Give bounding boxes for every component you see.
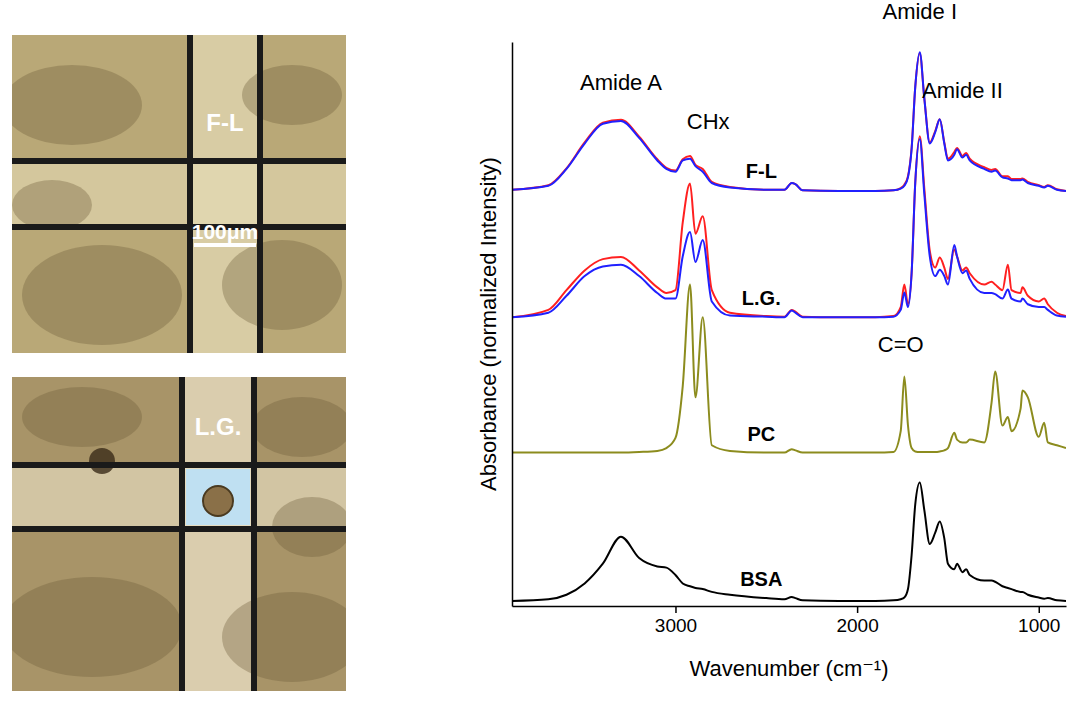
band-annotation: Amide A — [580, 70, 662, 95]
x-tick-label: 3000 — [655, 615, 697, 636]
grid-bar — [187, 35, 193, 353]
x-tick: 2000 — [836, 606, 878, 636]
spectrum-line — [512, 482, 1066, 600]
spectrum-line — [512, 52, 1066, 191]
micrograph — [12, 377, 346, 691]
series-label: PC — [747, 423, 775, 445]
texture — [222, 592, 346, 682]
x-tick-label: 1000 — [1018, 615, 1060, 636]
scale-bar-label: 100μm — [192, 220, 259, 243]
grid-bar — [12, 224, 346, 230]
droplet — [203, 486, 233, 516]
x-tick-mark — [857, 606, 859, 613]
texture — [12, 180, 92, 230]
series-label: F-L — [746, 160, 777, 182]
micrograph-label: L.G. — [195, 413, 242, 440]
spectrum-line — [512, 53, 1066, 191]
x-axis: 3000 2000 1000 — [513, 606, 1067, 636]
x-tick-label: 2000 — [836, 615, 878, 636]
y-axis-line — [512, 43, 514, 607]
band-annotation: C=O — [878, 332, 924, 357]
spectrum-line — [512, 136, 1066, 317]
x-axis-line — [513, 606, 1067, 608]
texture — [12, 577, 182, 677]
grid-bar — [12, 158, 346, 164]
texture — [252, 397, 346, 457]
series-label: L.G. — [742, 287, 781, 309]
x-tick: 1000 — [1018, 606, 1060, 636]
micrograph — [12, 35, 346, 353]
x-tick-mark — [1039, 606, 1041, 613]
texture — [22, 387, 142, 447]
droplet — [89, 448, 115, 474]
texture — [12, 65, 142, 145]
texture — [22, 245, 182, 345]
grid-bar — [257, 35, 263, 353]
x-axis-title: Wavenumber (cm⁻¹) — [689, 656, 888, 681]
plot-area — [512, 52, 1066, 601]
grid-bar — [12, 526, 346, 532]
x-tick: 3000 — [655, 606, 697, 636]
grid-bar — [12, 462, 346, 468]
y-axis — [512, 43, 513, 607]
band-annotation: CHx — [687, 109, 730, 134]
grid-bar — [179, 377, 185, 691]
texture — [222, 240, 342, 330]
y-axis-title: Absorbance (normalized Intensity) — [476, 157, 501, 491]
grid-cell — [186, 469, 250, 525]
x-tick-mark — [675, 606, 677, 613]
spectrum-line — [512, 285, 1066, 453]
scale-bar — [194, 243, 256, 247]
band-annotation: Amide I — [882, 0, 957, 24]
band-annotation: Amide II — [922, 78, 1003, 103]
grid-bar — [251, 377, 257, 691]
spectrum-line — [512, 139, 1066, 317]
series-label: BSA — [740, 568, 782, 590]
micrograph-label: F-L — [206, 109, 243, 136]
figure: F-L 100μm L.G. 3000 2000 1000 Wavenumber (cm⁻¹… — [0, 0, 1087, 718]
